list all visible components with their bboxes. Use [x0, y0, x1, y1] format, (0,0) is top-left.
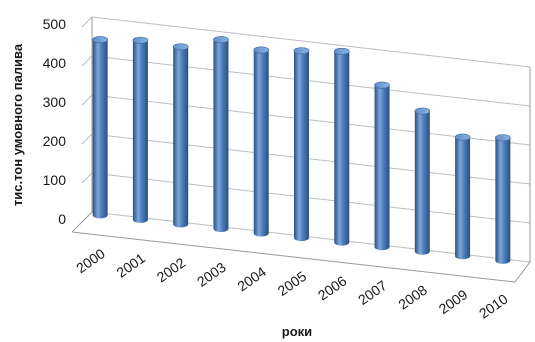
floor-right-edge	[514, 261, 531, 283]
y-tick-label: 100	[43, 172, 67, 188]
bar-top	[333, 47, 350, 55]
bar	[172, 43, 189, 228]
bar-top	[454, 133, 471, 141]
bar-top	[172, 43, 189, 51]
bar	[414, 107, 431, 255]
bar-body	[455, 137, 471, 260]
gridline-wall	[81, 172, 93, 184]
bar-top	[213, 36, 229, 44]
bar-body	[132, 40, 148, 223]
x-tick-label: 2006	[315, 272, 350, 303]
gridline-wall	[81, 94, 93, 106]
x-tick-label: 2005	[275, 268, 310, 299]
x-tick-label: 2001	[113, 250, 148, 281]
bar	[253, 46, 270, 237]
x-tick-label: 2000	[73, 245, 108, 276]
floor-left-edge	[71, 211, 93, 233]
x-axis-title: роки	[282, 324, 312, 339]
bar-top	[293, 47, 310, 55]
gridline	[91, 16, 531, 68]
gridline	[91, 55, 531, 107]
bar	[92, 36, 108, 219]
y-tick-label: 500	[43, 16, 67, 32]
y-tick-label: 400	[43, 55, 67, 71]
y-tick-label: 200	[43, 133, 67, 149]
floor-front-edge	[71, 231, 516, 283]
bar	[454, 133, 471, 260]
x-tick-label: 2009	[436, 286, 471, 317]
bar-top	[92, 36, 108, 44]
bar-body	[253, 50, 269, 237]
bar-top	[374, 81, 390, 89]
bar-top	[414, 107, 431, 115]
y-axis-ticks: 0 100 200 300 400 500	[43, 16, 67, 227]
gridline-wall	[81, 55, 93, 67]
bar	[293, 47, 310, 242]
bar-top	[132, 36, 149, 44]
gridline-wall	[81, 16, 93, 28]
bars	[92, 36, 511, 264]
bar-body	[294, 50, 309, 242]
bar	[132, 36, 149, 223]
bar	[495, 134, 511, 264]
bar	[213, 36, 229, 233]
x-tick-label: 2004	[234, 263, 269, 294]
x-tick-label: 2007	[355, 277, 390, 308]
bar-body	[173, 46, 189, 228]
y-tick-label: 300	[43, 94, 67, 110]
gridlines	[71, 16, 531, 283]
bar-body	[414, 111, 430, 255]
bar-body	[92, 39, 108, 219]
bar-body	[334, 51, 350, 246]
x-tick-label: 2003	[194, 259, 229, 290]
bar-body	[495, 137, 511, 264]
bar-body	[213, 39, 229, 233]
gridline-wall	[81, 133, 93, 145]
y-axis-title: тис.тон умовного палива	[10, 43, 25, 206]
x-tick-label: 2002	[154, 254, 189, 285]
bar-top	[495, 134, 511, 142]
bar-top	[253, 46, 270, 54]
x-tick-label: 2010	[476, 291, 511, 322]
bar	[333, 47, 350, 246]
bar-body	[374, 85, 390, 251]
x-tick-label: 2008	[395, 281, 430, 312]
y-tick-label: 0	[58, 211, 66, 227]
bar	[374, 81, 390, 251]
